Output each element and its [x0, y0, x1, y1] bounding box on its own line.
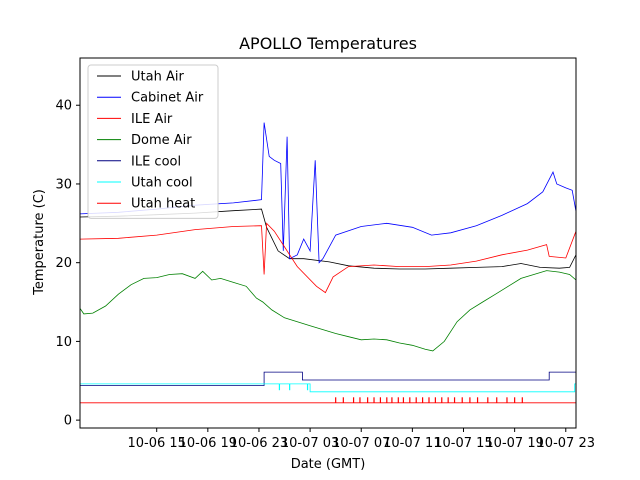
legend-label-cabinet-air: Cabinet Air — [131, 91, 204, 106]
x-tick-label-0: 10-06 15 — [127, 436, 185, 451]
legend-label-utah-air: Utah Air — [131, 70, 184, 85]
y-tick-label-20: 20 — [55, 256, 72, 271]
x-axis-label: Date (GMT) — [291, 457, 366, 472]
y-tick-label-10: 10 — [55, 335, 72, 350]
y-tick-label-30: 30 — [55, 177, 72, 192]
y-tick-label-0: 0 — [64, 414, 72, 429]
x-tick-label-4: 10-07 07 — [332, 436, 390, 451]
series-line-utah-cool — [80, 383, 576, 393]
series-group — [80, 122, 576, 404]
chart-title: APOLLO Temperatures — [239, 34, 417, 53]
x-tick-label-7: 10-07 19 — [485, 436, 543, 451]
legend-box — [87, 64, 219, 219]
series-line-cabinet-air — [80, 122, 576, 264]
plot-frame — [79, 57, 577, 429]
legend-label-dome-air: Dome Air — [131, 133, 192, 148]
legend-label-utah-cool: Utah cool — [131, 176, 193, 191]
series-line-ile-cool — [80, 371, 576, 386]
x-tick-label-2: 10-06 23 — [230, 436, 288, 451]
legend-label-ile-cool: ILE cool — [131, 154, 181, 169]
x-tick-label-5: 10-07 11 — [383, 436, 441, 451]
x-tick-label-6: 10-07 15 — [434, 436, 492, 451]
y-tick-label-40: 40 — [55, 99, 72, 114]
y-axis-label: Temperature (C) — [32, 189, 47, 296]
x-tick-label-8: 10-07 23 — [537, 436, 595, 451]
legend-label-utah-heat: Utah heat — [131, 197, 195, 212]
series-line-ile-air — [80, 222, 576, 294]
legend-label-ile-air: ILE Air — [131, 112, 173, 127]
legend: Utah Air Cabinet Air ILE Air Dome Air ILE co… — [87, 64, 219, 219]
x-tick-label-1: 10-06 19 — [179, 436, 237, 451]
series-line-utah-air — [80, 208, 576, 270]
x-tick-label-3: 10-07 03 — [281, 436, 339, 451]
series-line-dome-air — [80, 270, 576, 352]
